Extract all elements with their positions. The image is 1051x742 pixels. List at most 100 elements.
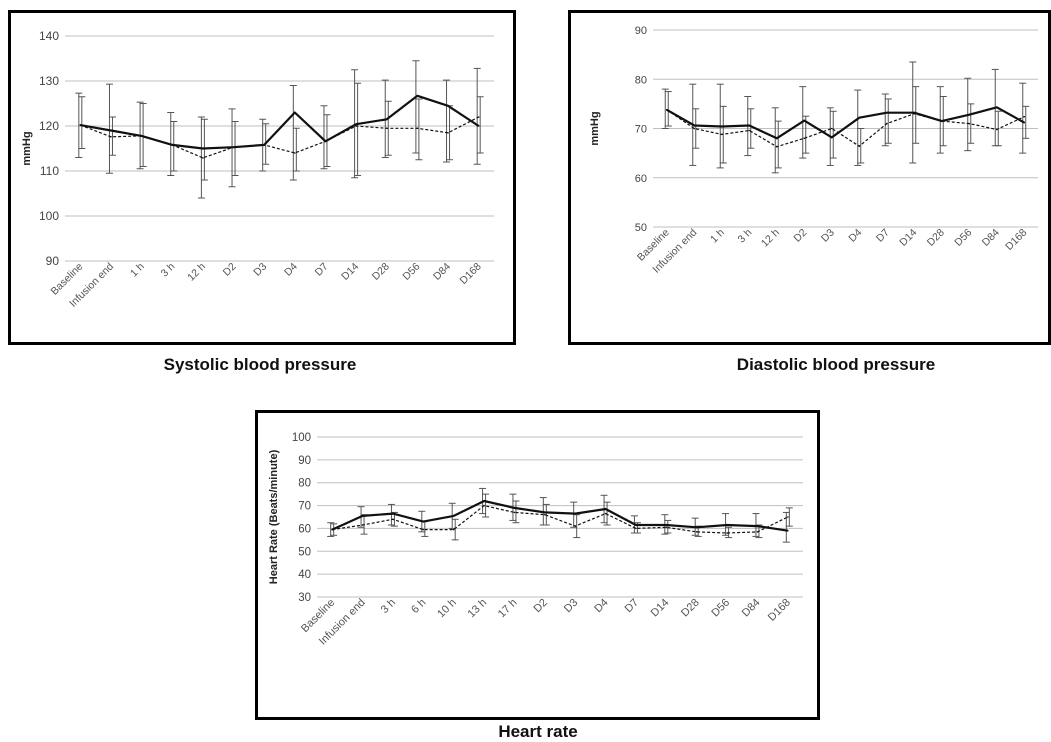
data-point-solid: [803, 119, 806, 122]
data-point-dashed: [858, 145, 861, 148]
data-point-solid: [726, 524, 728, 526]
data-point-dashed: [726, 532, 728, 534]
error-bar-solid: [771, 107, 779, 174]
data-point-solid: [913, 111, 916, 114]
data-point-dashed: [452, 528, 455, 531]
error-bar-solid: [854, 89, 862, 166]
data-point-solid: [79, 124, 82, 126]
data-point-solid: [452, 515, 455, 517]
y-tick-label: 130: [39, 74, 59, 88]
data-point-solid: [110, 129, 112, 132]
data-point-solid: [635, 524, 637, 526]
y-tick-label: 50: [635, 222, 647, 234]
diastolic-caption: Diastolic blood pressure: [736, 355, 936, 374]
y-tick-label: 110: [40, 164, 59, 178]
data-point-solid: [294, 111, 296, 114]
y-axis-label: mmHg: [589, 111, 601, 145]
error-bar-solid: [412, 60, 420, 154]
y-tick-label: 80: [298, 478, 311, 490]
data-point-solid: [940, 120, 943, 122]
heart-rate-chart-panel: 30 40 50 60 70 80 90 100 Heart Rate (Beats/minut…: [255, 410, 820, 720]
data-point-dashed: [294, 152, 296, 154]
error-bar-solid: [351, 69, 359, 179]
data-point-solid: [232, 146, 235, 148]
data-point-dashed: [665, 526, 668, 529]
data-point-dashed: [422, 528, 425, 531]
data-point-solid: [477, 125, 480, 127]
error-bar-dashed: [482, 493, 490, 518]
data-point-solid: [756, 525, 759, 527]
data-point-dashed: [477, 116, 480, 118]
error-bar-dashed: [664, 519, 672, 534]
error-bar-dashed: [692, 108, 700, 149]
error-bar-dashed: [829, 110, 837, 159]
error-bar-dashed: [1022, 105, 1030, 139]
data-point-solid: [422, 520, 425, 523]
data-point-dashed: [885, 122, 888, 125]
error-bar-dashed: [857, 128, 865, 164]
data-point-solid: [416, 95, 419, 97]
data-point-solid: [693, 124, 696, 127]
series-line-solid: [666, 106, 1025, 140]
error-bar-solid: [327, 522, 335, 537]
data-point-dashed: [803, 137, 806, 140]
error-bar-dashed: [354, 82, 362, 176]
error-bar-dashed: [200, 118, 208, 181]
data-point-solid: [968, 113, 971, 116]
series-line-solid: [331, 499, 788, 532]
data-point-solid: [574, 512, 576, 515]
error-bar-dashed: [78, 96, 86, 149]
data-point-solid: [324, 140, 327, 143]
error-bar-solid: [661, 88, 669, 129]
error-bar-solid: [75, 92, 83, 158]
data-point-solid: [447, 104, 449, 107]
series-line-dashed: [666, 109, 1025, 148]
heart-rate-chart: 30 40 50 60 70 80 90 100 Heart Rate (Beats/minut…: [255, 410, 820, 720]
y-tick-label: 90: [298, 455, 311, 467]
data-point-dashed: [787, 516, 789, 518]
error-bar-solid: [1019, 82, 1027, 154]
y-tick-label: 40: [298, 569, 311, 581]
data-point-solid: [885, 111, 888, 114]
data-point-solid: [858, 116, 861, 119]
error-bar-dashed: [573, 514, 581, 539]
y-tick-label: 70: [298, 501, 311, 513]
error-bar-dashed: [603, 501, 611, 526]
y-tick-label: 70: [635, 124, 647, 136]
data-point-solid: [392, 512, 394, 515]
y-tick-label: 50: [298, 546, 311, 558]
error-bar-solid: [289, 85, 297, 181]
data-point-solid: [355, 123, 357, 125]
data-point-solid: [331, 528, 333, 531]
data-point-dashed: [756, 531, 759, 533]
error-bar-dashed: [451, 518, 459, 541]
y-tick-label: 80: [635, 74, 647, 86]
data-point-solid: [361, 515, 364, 517]
series-line-dashed: [80, 116, 479, 159]
y-axis-label: mmHg: [21, 131, 33, 165]
data-point-solid: [604, 508, 607, 510]
data-point-solid: [1023, 121, 1026, 124]
error-bar-dashed: [967, 103, 975, 144]
data-point-solid: [748, 124, 751, 127]
data-point-solid: [263, 144, 265, 146]
data-point-solid: [544, 511, 546, 514]
data-point-solid: [483, 500, 485, 502]
error-bar-dashed: [139, 103, 147, 167]
data-point-solid: [202, 147, 204, 150]
error-bar-solid: [320, 105, 328, 170]
error-bar-dashed: [785, 507, 793, 527]
data-point-solid: [513, 507, 516, 509]
data-point-dashed: [748, 129, 751, 132]
error-bar-dashed: [415, 98, 423, 161]
y-tick-label: 100: [39, 209, 59, 223]
error-bar-dashed: [170, 121, 178, 172]
data-point-dashed: [693, 127, 696, 130]
data-point-dashed: [513, 511, 516, 514]
y-tick-label: 120: [39, 119, 59, 133]
error-bar-dashed: [747, 108, 755, 149]
error-bar-dashed: [476, 96, 484, 154]
error-bar-dashed: [664, 91, 672, 127]
